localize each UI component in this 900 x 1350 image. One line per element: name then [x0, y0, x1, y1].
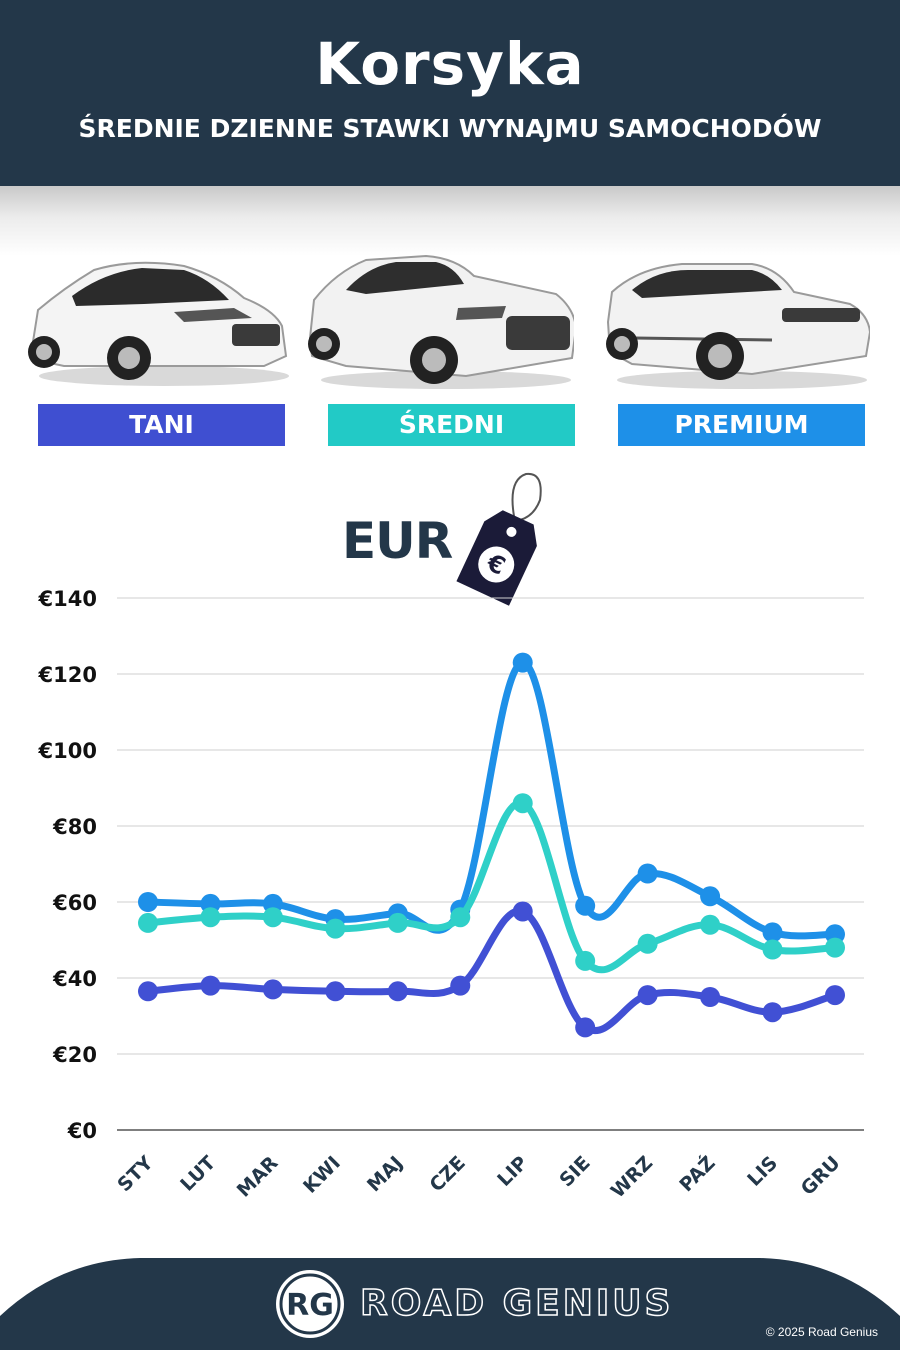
- series-line-premium: [144, 659, 839, 940]
- data-point: [637, 933, 658, 954]
- page-subtitle: ŚREDNIE DZIENNE STAWKI WYNAJMU SAMOCHODÓ…: [78, 114, 822, 143]
- x-tick-label: PAŹ: [675, 1151, 720, 1196]
- header-banner: Korsyka ŚREDNIE DZIENNE STAWKI WYNAJMU S…: [0, 0, 900, 186]
- x-tick-label: LIS: [743, 1152, 782, 1191]
- copyright: © 2025 Road Genius: [765, 1325, 878, 1339]
- badge-tani-label: TANI: [129, 410, 194, 439]
- data-point: [575, 950, 596, 971]
- y-tick-label: €60: [52, 891, 97, 915]
- x-tick-label: SIE: [555, 1152, 594, 1191]
- x-tick-label: MAJ: [363, 1152, 407, 1196]
- data-point: [762, 939, 783, 960]
- currency-label: EUR: [342, 512, 453, 570]
- x-tick-label: WRZ: [607, 1152, 657, 1202]
- x-tick-label: STY: [113, 1152, 157, 1196]
- data-point: [138, 981, 158, 1002]
- y-tick-label: €120: [38, 663, 97, 687]
- footer-background: [0, 1258, 900, 1350]
- data-point: [262, 979, 283, 1000]
- data-point: [637, 985, 658, 1006]
- data-point: [700, 987, 721, 1007]
- data-point: [637, 863, 658, 884]
- data-point: [512, 901, 533, 922]
- x-tick-label: GRU: [797, 1152, 845, 1200]
- data-point: [825, 937, 845, 958]
- data-point: [512, 793, 533, 814]
- road-genius-logo-icon: RG: [274, 1268, 346, 1340]
- x-tick-label: MAR: [233, 1152, 283, 1202]
- hatchback-car-image: [24, 248, 292, 398]
- y-tick-label: €40: [52, 967, 97, 991]
- euro-price-tag-icon: €: [448, 470, 558, 610]
- badge-sredni-label: ŚREDNI: [398, 410, 505, 439]
- logo-text: RG: [286, 1288, 334, 1323]
- badge-premium: PREMIUM: [618, 404, 865, 446]
- x-tick-label: CZE: [425, 1152, 469, 1196]
- page-title: Korsyka: [315, 30, 585, 98]
- suv-car-image: [306, 248, 578, 398]
- data-point: [762, 922, 783, 943]
- y-tick-label: €140: [38, 587, 97, 611]
- y-tick-label: €20: [52, 1043, 97, 1067]
- x-tick-label: LIP: [493, 1152, 532, 1191]
- data-point: [512, 652, 533, 673]
- data-point: [700, 914, 721, 935]
- badge-sredni: ŚREDNI: [328, 404, 575, 446]
- data-point: [138, 892, 158, 912]
- data-point: [262, 907, 283, 928]
- data-point: [325, 981, 346, 1002]
- y-tick-label: €80: [52, 815, 97, 839]
- data-point: [762, 1002, 783, 1023]
- data-point: [575, 1017, 596, 1038]
- badge-tani: TANI: [38, 404, 285, 446]
- data-point: [200, 975, 221, 996]
- badge-premium-label: PREMIUM: [674, 410, 809, 439]
- brand-name: ROAD GENIUS: [359, 1282, 674, 1325]
- data-point: [138, 912, 158, 933]
- x-tick-label: LUT: [176, 1152, 220, 1196]
- data-point: [700, 886, 721, 907]
- data-point: [387, 981, 408, 1002]
- footer: [0, 1256, 900, 1350]
- data-point: [450, 975, 471, 996]
- line-chart: €0 €20 €40 €60 €80 €100 €120 €140 STY LUT MAR KWI MA…: [0, 580, 900, 1220]
- data-point: [325, 918, 346, 939]
- data-point: [575, 895, 596, 916]
- chart-svg: €0 €20 €40 €60 €80 €100 €120 €140 STY LUT MAR KWI MA…: [38, 587, 864, 1202]
- header-shadow: [0, 186, 900, 256]
- data-point: [387, 912, 408, 933]
- data-point: [200, 907, 221, 928]
- premium-suv-car-image: [602, 248, 872, 398]
- data-point: [825, 985, 845, 1006]
- y-tick-label: €100: [38, 739, 97, 763]
- y-tick-label: €0: [67, 1119, 97, 1143]
- x-tick-label: KWI: [299, 1152, 345, 1198]
- data-point: [450, 907, 471, 928]
